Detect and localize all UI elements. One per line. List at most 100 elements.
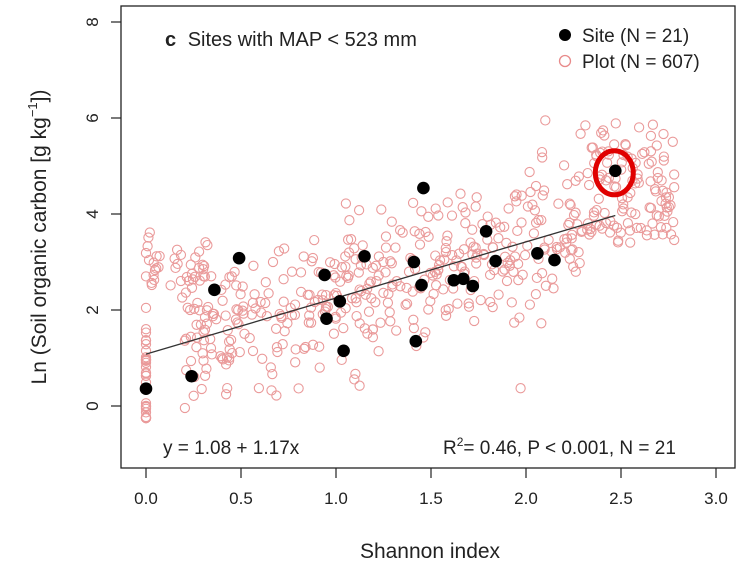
plot-point <box>644 202 655 213</box>
plot-point <box>528 228 540 239</box>
plot-point <box>266 385 277 396</box>
plot-point <box>651 210 662 221</box>
plot-point <box>467 224 478 235</box>
plot-point <box>442 197 453 208</box>
plot-point <box>645 130 657 142</box>
plot-point <box>290 357 301 368</box>
plot-point <box>189 303 200 315</box>
plot-point <box>201 318 213 329</box>
plot-point <box>279 243 290 254</box>
plot-point <box>375 317 386 328</box>
plot-point <box>182 302 193 313</box>
plot-point <box>537 152 548 163</box>
plot-point <box>220 310 231 321</box>
plot-point <box>537 190 548 201</box>
plot-point <box>223 336 235 347</box>
site-point <box>208 283 221 297</box>
plot-point <box>580 120 591 131</box>
plot-point <box>238 301 249 312</box>
plot-point <box>353 205 365 216</box>
plot-point <box>611 222 623 233</box>
plot-point <box>267 368 278 380</box>
plot-point <box>306 256 317 267</box>
plot-point <box>536 146 548 158</box>
plot-point <box>395 281 406 292</box>
plot-point <box>565 199 576 211</box>
plot-point <box>365 276 376 287</box>
plot-point <box>271 342 283 353</box>
site-point <box>417 181 430 195</box>
plot-point <box>373 251 385 262</box>
plot-point <box>657 185 668 196</box>
x-axis: 0.0 0.5 1.0 1.5 2.0 2.5 3.0 <box>134 468 728 508</box>
site-point <box>415 278 428 292</box>
plot-point <box>441 236 452 247</box>
plot-point <box>247 345 259 357</box>
plot-point <box>408 314 419 325</box>
plot-point <box>329 258 340 270</box>
site-points-layer <box>139 164 622 396</box>
plot-point <box>199 370 211 381</box>
plot-point <box>624 225 636 236</box>
plot-point <box>343 247 355 258</box>
plot-point <box>448 261 460 272</box>
plot-point <box>373 346 384 357</box>
plot-point <box>597 125 609 136</box>
plot-point <box>199 324 211 335</box>
plot-point <box>148 269 159 281</box>
plot-point <box>524 166 535 178</box>
x-tick-label: 1.5 <box>419 489 443 508</box>
plot-point <box>452 298 463 309</box>
plot-point <box>225 334 237 346</box>
regression-stats: R2= 0.46, P < 0.001, N = 21 <box>443 435 676 459</box>
plot-point <box>414 239 426 250</box>
plot-point <box>363 306 375 317</box>
plot-point <box>575 128 586 139</box>
panel-letter: c <box>165 29 176 51</box>
plot-point <box>625 237 636 248</box>
plot-point <box>420 327 431 338</box>
highlight-layer <box>592 148 636 198</box>
plot-point <box>438 284 449 295</box>
x-tick-label: 1.0 <box>324 489 348 508</box>
plot-point <box>649 229 660 240</box>
plot-point <box>181 271 192 283</box>
plot-point <box>140 339 152 350</box>
plot-point <box>151 263 162 274</box>
plot-point <box>658 128 669 140</box>
plot-point <box>400 299 411 311</box>
plot-point <box>385 256 396 267</box>
plot-point <box>211 314 222 325</box>
plot-point <box>669 182 680 193</box>
plot-point <box>314 341 325 352</box>
site-point <box>457 272 470 286</box>
plot-point <box>140 247 152 259</box>
plot-point <box>428 288 439 300</box>
plot-point <box>490 217 502 228</box>
site-point <box>609 164 622 178</box>
plot-point <box>501 275 513 287</box>
plot-point <box>146 279 157 291</box>
plot-point <box>668 216 679 228</box>
plot-point <box>487 301 498 313</box>
plot-point <box>202 239 213 251</box>
y-tick-label: 6 <box>83 113 102 122</box>
plot-point <box>669 234 680 246</box>
plot-point <box>499 251 511 262</box>
plot-point <box>467 249 478 260</box>
plot-point <box>567 244 578 255</box>
plot-point <box>151 251 162 262</box>
plot-point <box>140 368 152 379</box>
plot-point <box>484 269 496 281</box>
plot-point <box>591 204 602 216</box>
y-tick-label: 2 <box>83 305 102 314</box>
plot-point <box>485 296 496 308</box>
plot-point <box>384 307 395 318</box>
plot-point <box>669 169 680 180</box>
plot-point <box>222 382 233 394</box>
plot-point <box>588 207 600 218</box>
plot-point <box>440 242 451 254</box>
plot-point <box>142 241 153 252</box>
plot-point <box>630 208 641 220</box>
plot-point <box>184 304 196 316</box>
